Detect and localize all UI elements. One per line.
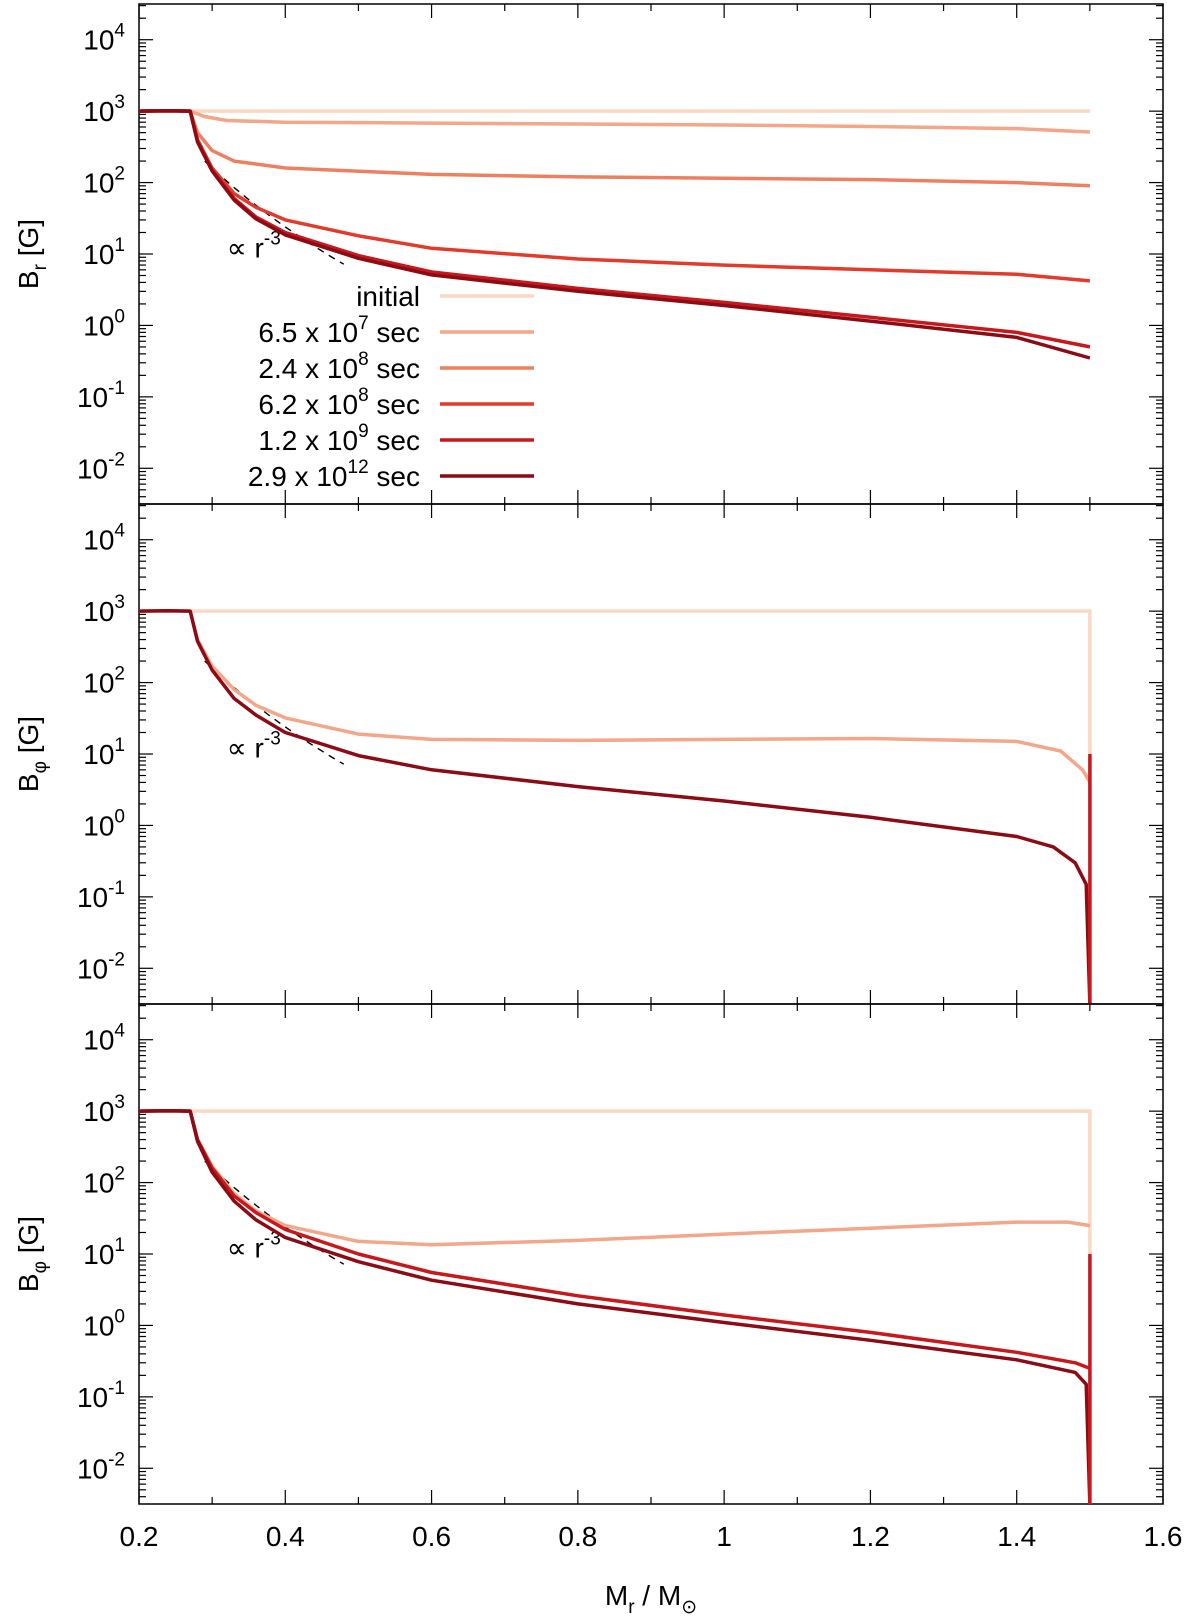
legend-label: 2.9 x 1012 sec (248, 457, 420, 492)
y-tick-label: 10-1 (77, 1378, 125, 1413)
legend-label: 1.2 x 109 sec (258, 421, 420, 456)
legend-label: initial (356, 281, 420, 312)
y-tick-label: 102 (83, 1164, 125, 1199)
y-tick-label: 101 (83, 1235, 125, 1270)
x-tick-label: 0.6 (412, 1521, 451, 1552)
series-line (139, 1109, 1092, 1504)
series-line (139, 109, 1091, 360)
x-tick-label: 1 (716, 1521, 732, 1552)
y-tick-label: 103 (83, 592, 125, 627)
plot-frame (138, 503, 1164, 1005)
y-tick-label: 103 (83, 92, 125, 127)
panel-3: 104 103 102 101 100 10-1 10-2 Bφ [G] ∝ r-3 0.2 0.4… (13, 1003, 1183, 1618)
legend-label: 2.4 x 108 sec (258, 349, 420, 384)
series-line (139, 609, 1092, 1004)
x-tick-label: 0.2 (120, 1521, 159, 1552)
y-tick-label: 102 (83, 664, 125, 699)
y-tick-label: 103 (83, 1092, 125, 1127)
r-minus-3-guide (204, 160, 345, 265)
x-tick-label: 0.4 (266, 1521, 305, 1552)
series-line (139, 109, 1091, 283)
y-tick-label: 100 (83, 306, 125, 341)
power-law-annotation: ∝ r-3 (227, 228, 281, 263)
legend-label: 6.2 x 108 sec (258, 385, 420, 420)
series-line (139, 609, 1092, 784)
series-line (139, 109, 1091, 349)
y-axis-label: Bφ [G] (13, 1216, 51, 1292)
y-tick-label: 104 (83, 521, 125, 556)
x-tick-label: 0.8 (558, 1521, 597, 1552)
y-tick-label: 10-2 (77, 949, 125, 984)
y-tick-label: 104 (83, 21, 125, 56)
x-tick-label: 1.6 (1144, 1521, 1183, 1552)
y-tick-label: 104 (83, 1021, 125, 1056)
y-axis-label: Br [G] (13, 219, 51, 289)
y-tick-label: 10-2 (77, 1449, 125, 1484)
y-tick-label: 102 (83, 164, 125, 199)
plot-frame (138, 1003, 1164, 1505)
y-axis-label: Bφ [G] (13, 716, 51, 792)
legend-label: 6.5 x 107 sec (258, 313, 420, 348)
y-tick-label: 101 (83, 735, 125, 770)
y-tick-label: 10-1 (77, 878, 125, 913)
y-tick-label: 10-2 (77, 449, 125, 484)
y-tick-label: 100 (83, 1306, 125, 1341)
x-tick-label: 1.4 (997, 1521, 1036, 1552)
series-line (139, 109, 1090, 134)
series-line (139, 609, 1092, 1004)
x-axis-label: Mr / M⊙ (605, 1580, 697, 1618)
y-tick-label: 101 (83, 235, 125, 270)
power-law-annotation: ∝ r-3 (227, 1228, 281, 1263)
panel-2: 104 103 102 101 100 10-1 10-2 Bφ [G] ∝ r-3 (13, 503, 1164, 1005)
y-tick-label: 10-1 (77, 378, 125, 413)
x-tick-label: 1.2 (851, 1521, 890, 1552)
panel-1: 104 103 102 101 100 10-1 10-2 Br [G] ∝ r-3 (13, 3, 1164, 505)
y-tick-label: 100 (83, 806, 125, 841)
series-line (139, 1109, 1091, 1247)
power-law-annotation: ∝ r-3 (227, 728, 281, 763)
